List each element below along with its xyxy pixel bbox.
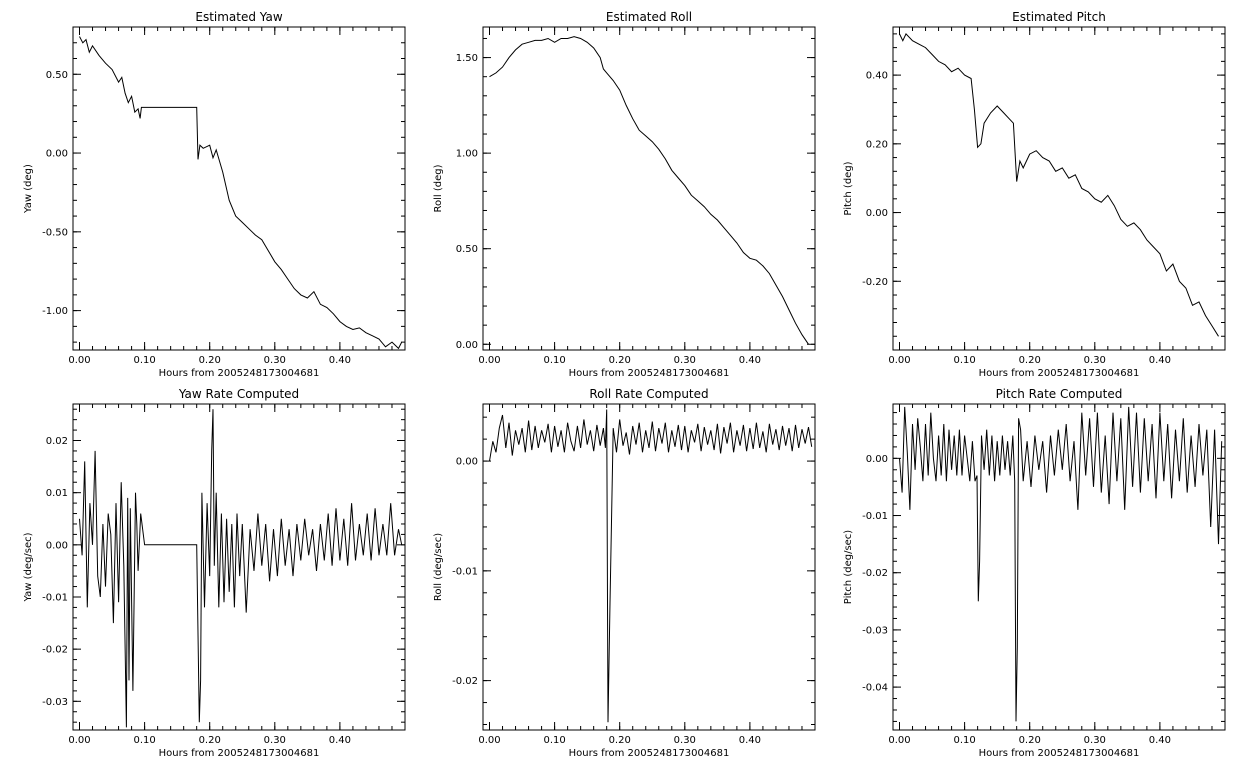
x-tick-label: 0.00 xyxy=(888,735,910,746)
x-tick-label: 0.30 xyxy=(674,735,696,746)
x-tick-label: 0.40 xyxy=(1149,735,1171,746)
y-tick-label: 0.00 xyxy=(456,340,478,351)
chart-title: Estimated Pitch xyxy=(1012,10,1106,24)
x-axis-label: Hours from 2005248173004681 xyxy=(569,748,730,759)
x-axis-label: Hours from 2005248173004681 xyxy=(159,368,320,379)
x-tick-label: 0.30 xyxy=(264,355,286,366)
y-tick-label: -0.50 xyxy=(42,227,68,238)
series-line xyxy=(79,409,403,728)
chart-title: Pitch Rate Computed xyxy=(996,387,1123,401)
y-tick-label: -0.01 xyxy=(42,592,68,603)
x-axis-label: Hours from 2005248173004681 xyxy=(979,748,1140,759)
chart-title: Estimated Roll xyxy=(606,10,692,24)
x-tick-label: 0.40 xyxy=(1149,355,1171,366)
x-axis-label: Hours from 2005248173004681 xyxy=(569,368,730,379)
x-tick-label: 0.00 xyxy=(68,355,90,366)
y-axis-label: Yaw (deg/sec) xyxy=(23,532,34,602)
plot-frame xyxy=(482,403,816,731)
y-tick-label: -0.03 xyxy=(42,697,68,708)
x-tick-label: 0.20 xyxy=(609,355,631,366)
x-tick-label: 0.30 xyxy=(1084,735,1106,746)
y-tick-label: 0.00 xyxy=(46,540,68,551)
x-tick-label: 0.00 xyxy=(888,355,910,366)
y-tick-label: -0.03 xyxy=(862,625,888,636)
chart-panel-2: Estimated Roll Hours from 200524817300468… xyxy=(433,10,816,379)
y-tick-label: -0.20 xyxy=(862,277,888,288)
plot-frame xyxy=(892,26,1226,351)
y-tick-label: -0.02 xyxy=(862,568,888,579)
y-tick-label: 0.00 xyxy=(866,208,888,219)
y-tick-label: -0.01 xyxy=(452,566,478,577)
y-tick-label: 1.00 xyxy=(456,149,478,160)
x-tick-label: 0.30 xyxy=(264,735,286,746)
series-line xyxy=(489,36,809,345)
y-tick-label: -0.02 xyxy=(452,676,478,687)
x-tick-label: 0.30 xyxy=(1084,355,1106,366)
chart-title: Roll Rate Computed xyxy=(589,387,708,401)
x-tick-label: 0.20 xyxy=(1019,355,1041,366)
y-axis-label: Roll (deg/sec) xyxy=(433,533,444,601)
series-line xyxy=(899,33,1219,337)
y-tick-label: -0.02 xyxy=(42,645,68,656)
x-tick-label: 0.10 xyxy=(133,735,155,746)
series-line xyxy=(489,409,813,723)
y-tick-label: 1.50 xyxy=(456,53,478,64)
x-tick-label: 0.10 xyxy=(953,735,975,746)
x-tick-label: 0.30 xyxy=(674,355,696,366)
y-tick-label: 0.02 xyxy=(46,436,68,447)
plot-frame xyxy=(892,403,1226,731)
y-tick-label: -1.00 xyxy=(42,306,68,317)
x-axis-label: Hours from 2005248173004681 xyxy=(159,748,320,759)
x-tick-label: 0.20 xyxy=(1019,735,1041,746)
y-tick-label: 0.00 xyxy=(866,454,888,465)
y-tick-label: 0.50 xyxy=(46,70,68,81)
y-axis-label: Pitch (deg) xyxy=(843,161,854,215)
y-tick-label: 0.00 xyxy=(456,457,478,468)
x-tick-label: 0.20 xyxy=(199,735,221,746)
y-tick-label: 0.50 xyxy=(456,244,478,255)
y-tick-label: -0.04 xyxy=(862,683,888,694)
y-axis-label: Yaw (deg) xyxy=(23,164,34,214)
x-tick-label: 0.00 xyxy=(478,735,500,746)
y-tick-label: 0.20 xyxy=(866,139,888,150)
x-tick-label: 0.20 xyxy=(609,735,631,746)
y-axis-label: Roll (deg) xyxy=(433,164,444,212)
x-tick-label: 0.10 xyxy=(543,735,565,746)
y-tick-label: 0.01 xyxy=(46,488,68,499)
x-axis-label: Hours from 2005248173004681 xyxy=(979,368,1140,379)
x-tick-label: 0.10 xyxy=(543,355,565,366)
y-axis-label: Pitch (deg/sec) xyxy=(843,530,854,605)
series-line xyxy=(79,36,403,350)
plot-frame xyxy=(72,403,406,731)
chart-panel-6: Pitch Rate Computed Hours from 2005248173… xyxy=(843,387,1226,759)
x-tick-label: 0.40 xyxy=(739,735,761,746)
series-line xyxy=(899,406,1223,722)
chart-title: Yaw Rate Computed xyxy=(178,387,299,401)
plot-frame xyxy=(482,26,816,351)
x-tick-label: 0.10 xyxy=(133,355,155,366)
y-tick-label: 0.40 xyxy=(866,71,888,82)
x-tick-label: 0.10 xyxy=(953,355,975,366)
chart-panel-1: Estimated Yaw Hours from 2005248173004681… xyxy=(23,10,406,379)
chart-panel-3: Estimated Pitch Hours from 20052481730046… xyxy=(843,10,1226,379)
x-tick-label: 0.40 xyxy=(739,355,761,366)
x-tick-label: 0.40 xyxy=(329,735,351,746)
y-tick-label: -0.01 xyxy=(862,511,888,522)
x-tick-label: 0.40 xyxy=(329,355,351,366)
chart-panel-5: Roll Rate Computed Hours from 20052481730… xyxy=(433,387,816,759)
plot-frame xyxy=(72,26,406,351)
x-tick-label: 0.00 xyxy=(478,355,500,366)
chart-panel-4: Yaw Rate Computed Hours from 200524817300… xyxy=(23,387,406,759)
chart-title: Estimated Yaw xyxy=(195,10,282,24)
x-tick-label: 0.00 xyxy=(68,735,90,746)
y-tick-label: 0.00 xyxy=(46,149,68,160)
x-tick-label: 0.20 xyxy=(199,355,221,366)
